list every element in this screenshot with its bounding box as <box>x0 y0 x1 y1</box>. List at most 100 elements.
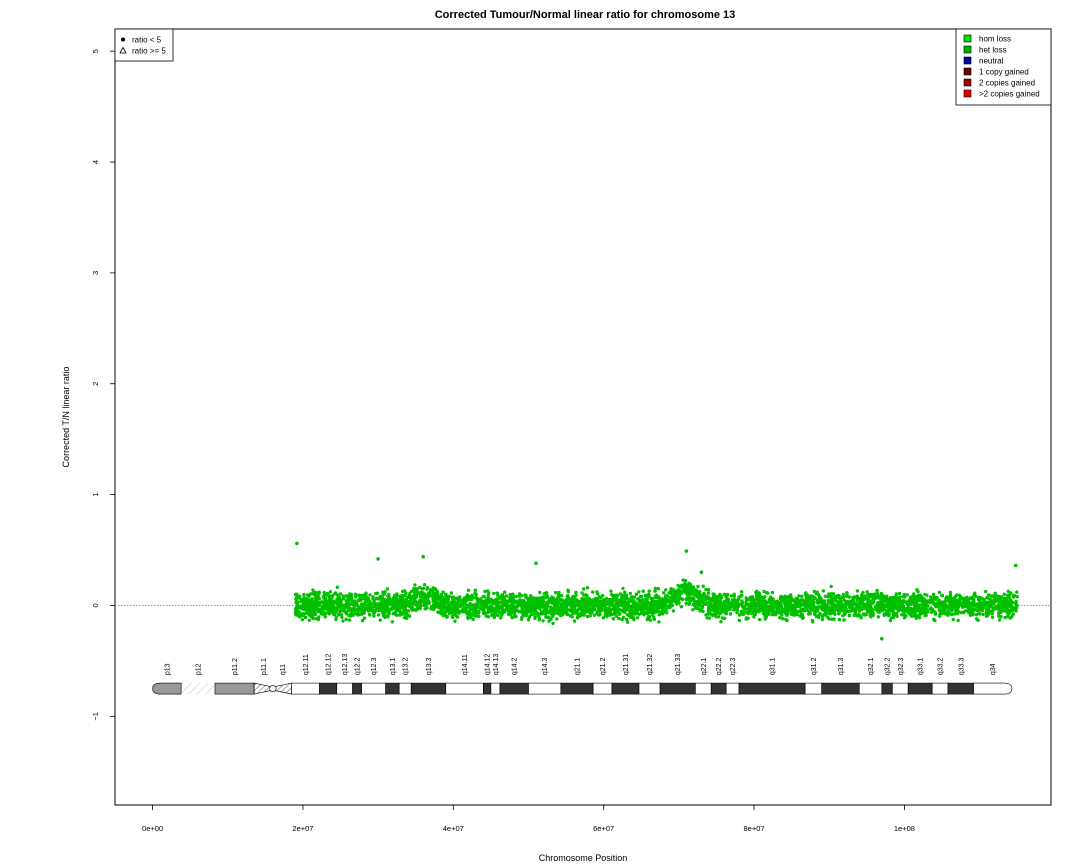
data-point <box>815 590 819 594</box>
data-point <box>541 619 545 623</box>
data-point <box>831 592 836 596</box>
legend-label: het loss <box>979 46 1007 55</box>
data-point <box>534 597 539 601</box>
data-point <box>407 609 411 613</box>
legend-swatch <box>963 89 972 98</box>
data-point <box>473 588 478 592</box>
data-point <box>940 600 944 604</box>
data-point <box>937 598 941 603</box>
data-point <box>710 598 714 603</box>
data-point <box>323 615 327 619</box>
data-point <box>857 601 861 606</box>
data-point <box>866 592 870 597</box>
data-point <box>691 585 695 590</box>
data-point <box>821 589 826 593</box>
data-point <box>538 590 542 595</box>
data-point <box>901 594 905 599</box>
data-point <box>714 612 718 616</box>
data-point <box>747 604 751 609</box>
data-point <box>717 599 721 603</box>
data-point <box>436 602 440 606</box>
data-point <box>595 610 600 614</box>
data-point <box>1011 612 1015 616</box>
data-point <box>339 606 343 610</box>
data-point <box>575 610 579 614</box>
data-point <box>918 603 922 607</box>
data-point <box>948 590 953 595</box>
data-point <box>411 595 416 600</box>
data-point <box>295 600 300 604</box>
data-point <box>865 602 870 607</box>
ideogram-band <box>445 682 484 695</box>
data-point <box>1009 602 1013 607</box>
data-point <box>786 610 790 615</box>
data-point <box>618 592 623 596</box>
data-point <box>707 616 712 620</box>
data-point <box>943 606 948 610</box>
data-point <box>404 611 408 615</box>
data-point <box>654 599 658 604</box>
data-point <box>948 593 953 597</box>
data-point <box>429 605 434 610</box>
data-point <box>314 592 318 596</box>
data-point <box>307 610 311 614</box>
data-point <box>614 614 619 619</box>
data-point <box>409 589 414 593</box>
data-point <box>311 588 315 592</box>
data-point <box>782 596 787 601</box>
data-point <box>789 603 794 608</box>
x-tick-label: 0e+00 <box>142 824 163 833</box>
data-point <box>533 616 537 621</box>
data-point <box>453 619 457 623</box>
data-point <box>324 603 328 607</box>
data-point <box>483 589 487 594</box>
data-point <box>670 600 674 604</box>
data-point <box>876 610 880 614</box>
data-point <box>358 608 363 612</box>
x-tick-label: 1e+08 <box>894 824 915 833</box>
data-point <box>496 603 500 608</box>
data-point <box>317 615 321 619</box>
ideogram-band <box>725 682 740 695</box>
data-point <box>496 613 500 618</box>
data-point <box>555 617 559 621</box>
data-point <box>477 614 481 618</box>
data-point <box>563 600 567 604</box>
data-point <box>1015 595 1019 599</box>
data-point <box>863 613 867 617</box>
data-point <box>576 599 580 603</box>
data-point <box>576 615 580 619</box>
data-point <box>311 610 316 614</box>
data-point <box>319 600 324 604</box>
data-point <box>1011 594 1016 598</box>
data-point <box>915 613 919 618</box>
data-point <box>1013 563 1018 568</box>
data-point <box>800 594 804 598</box>
data-point <box>520 615 524 619</box>
data-point <box>937 590 942 595</box>
data-point <box>894 592 898 596</box>
data-point <box>758 603 762 607</box>
data-point <box>947 598 952 602</box>
data-point <box>717 615 721 619</box>
data-point <box>323 606 327 611</box>
data-point <box>707 601 711 605</box>
data-point <box>469 614 473 618</box>
data-point <box>552 608 556 613</box>
data-point <box>621 594 625 598</box>
data-point <box>331 609 335 613</box>
data-point <box>492 591 496 596</box>
data-point <box>546 601 550 605</box>
data-point <box>397 608 402 612</box>
data-point <box>916 589 920 594</box>
data-point <box>443 602 447 606</box>
data-point <box>740 593 744 598</box>
data-point <box>616 603 620 607</box>
data-point <box>565 594 569 599</box>
data-point <box>555 607 559 612</box>
data-point <box>992 594 996 599</box>
data-point <box>990 615 995 619</box>
data-point <box>787 594 792 598</box>
data-point <box>637 590 641 594</box>
data-point <box>858 614 863 618</box>
